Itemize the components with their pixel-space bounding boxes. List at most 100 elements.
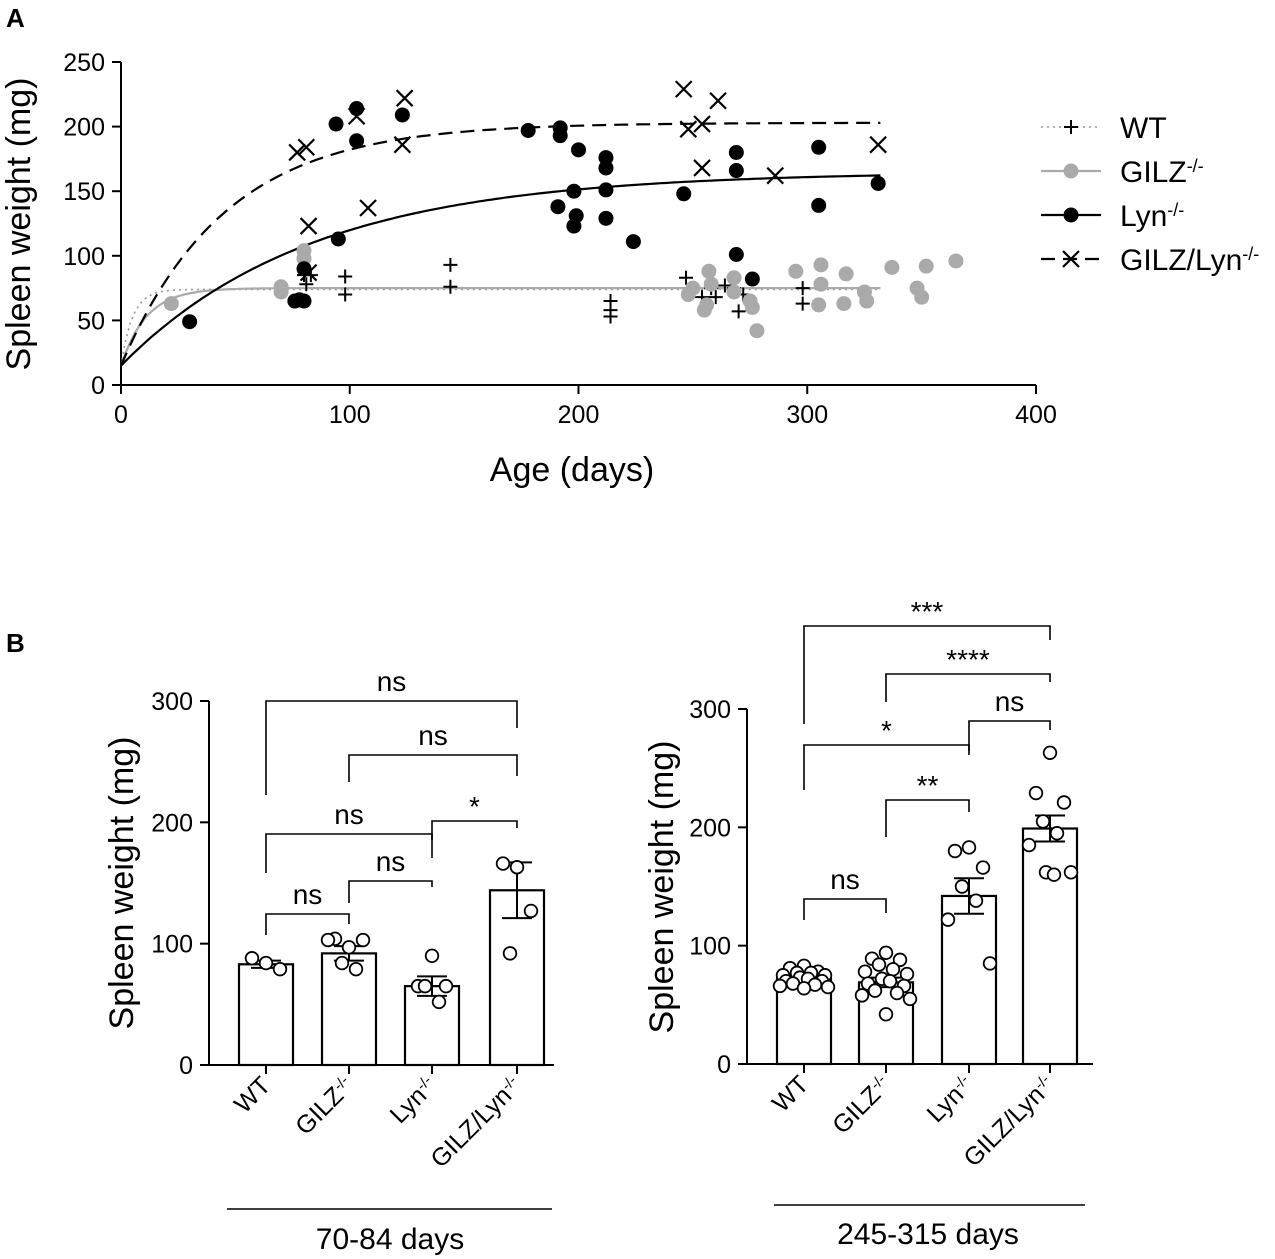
- point-wt: [731, 304, 746, 319]
- point-wt: [443, 279, 458, 294]
- point-wt: [603, 309, 618, 324]
- data-point-gilz-lyn: [1049, 826, 1065, 841]
- category-label-gilz: GILZ-/-: [827, 1070, 896, 1139]
- bar-y-tick-label: 200: [151, 809, 193, 837]
- point-gilz: [859, 293, 875, 309]
- point-gilz: [948, 253, 964, 269]
- panel-label-a: A: [6, 3, 25, 33]
- significance-stars: ***: [911, 596, 944, 627]
- legend-marker-wt: [1064, 120, 1078, 134]
- significance-bracket: [803, 744, 970, 790]
- point-gilz: [813, 276, 829, 292]
- point-lyn: [625, 234, 641, 250]
- bar-chart-245-315-days: Spleen weight (mg) 245-315 days 0 100 200 3…: [643, 596, 1093, 1251]
- category-label-wt: WT: [767, 1070, 814, 1117]
- point-gilz: [744, 299, 760, 315]
- significance-ns: ns: [334, 799, 364, 830]
- scatter-y-tick-label: 50: [77, 307, 105, 335]
- point-lyn: [598, 160, 614, 176]
- scatter-x-axis-title: Age (days): [490, 451, 654, 489]
- category-label-lyn: Lyn-/-: [385, 1071, 443, 1129]
- panel-label-b: B: [6, 628, 25, 658]
- legend-label-gilz: GILZ-/-: [1120, 156, 1204, 189]
- scatter-x-tick-label: 400: [1015, 401, 1057, 429]
- scatter-y-tick-label: 0: [91, 372, 105, 400]
- point-gilz-lyn: [395, 89, 414, 107]
- bar-y-tick-label: 300: [689, 696, 731, 724]
- point-wt: [299, 277, 314, 292]
- scatter-y-tick-label: 100: [63, 243, 105, 271]
- legend-marker-gilz-lyn: [1062, 250, 1080, 268]
- significance-ns: ns: [376, 846, 406, 877]
- fit-curve-wt: [120, 288, 881, 366]
- bar-wt: [237, 963, 295, 1067]
- legend-label-gilz-lyn: GILZ/Lyn-/-: [1120, 244, 1259, 277]
- data-point-gilz-lyn: [1056, 795, 1072, 810]
- point-gilz: [788, 263, 804, 279]
- data-point-gilz-lyn: [495, 856, 511, 871]
- scatter-x-tick-label: 100: [329, 401, 371, 429]
- point-wt: [708, 290, 723, 305]
- data-point-gilz: [341, 940, 357, 955]
- data-point-lyn: [947, 843, 963, 859]
- significance-bracket: [348, 880, 433, 903]
- point-lyn: [550, 199, 566, 215]
- point-gilz: [685, 280, 701, 296]
- bar-y-tick-label: 100: [689, 933, 731, 961]
- point-gilz-lyn: [299, 217, 318, 235]
- point-lyn: [349, 101, 365, 117]
- data-point-wt: [258, 955, 274, 971]
- point-lyn: [552, 128, 568, 144]
- point-gilz: [726, 270, 742, 286]
- data-point-lyn: [954, 879, 970, 894]
- data-point-gilz: [878, 945, 894, 960]
- bar-gilz-lyn: [1021, 827, 1079, 1066]
- point-lyn: [394, 107, 410, 123]
- point-lyn: [728, 144, 744, 160]
- point-lyn: [811, 197, 827, 213]
- point-gilz-lyn: [869, 135, 887, 154]
- data-point-gilz: [320, 932, 336, 948]
- significance-ns: ns: [830, 864, 860, 895]
- data-point-gilz-lyn: [509, 860, 525, 875]
- point-lyn: [566, 183, 582, 199]
- significance-bracket: [803, 625, 1051, 724]
- fit-curve-lyn: [120, 174, 881, 367]
- legend-marker-lyn: [1063, 207, 1079, 223]
- significance-ns: ns: [377, 666, 407, 697]
- significance-ns: ns: [995, 686, 1025, 717]
- point-lyn: [571, 142, 586, 158]
- point-lyn: [676, 186, 692, 202]
- data-point-wt: [244, 951, 260, 966]
- point-lyn: [598, 150, 614, 166]
- significance-bracket: [968, 720, 1051, 751]
- significance-bracket: [431, 820, 518, 858]
- fit-curve-gilz: [119, 287, 881, 366]
- point-lyn: [328, 116, 344, 132]
- category-label-gilz-lyn: GILZ/Lyn-/-: [425, 1071, 527, 1173]
- significance-stars: **: [917, 770, 939, 801]
- point-gilz-lyn: [693, 159, 711, 177]
- legend-label-lyn: Lyn-/-: [1120, 200, 1184, 233]
- data-point-gilz-lyn: [1063, 865, 1079, 880]
- point-gilz: [749, 323, 765, 339]
- data-point-gilz: [885, 962, 901, 977]
- point-lyn: [349, 133, 365, 149]
- point-gilz: [273, 284, 289, 300]
- data-point-lyn: [940, 912, 956, 927]
- point-gilz: [836, 296, 852, 312]
- legend-marker-gilz: [1063, 163, 1079, 179]
- point-gilz-lyn: [393, 135, 412, 154]
- significance-bracket: [803, 898, 887, 920]
- scatter-y-tick-label: 250: [63, 49, 105, 77]
- point-gilz: [701, 263, 717, 279]
- significance-bracket: [265, 913, 350, 935]
- point-gilz: [296, 250, 312, 266]
- data-point-gilz: [878, 1007, 894, 1022]
- bar-chart-70-84-days: Spleen weight (mg) 70-84 days 0 100 200 300…: [103, 666, 554, 1256]
- significance-stars: *: [469, 791, 480, 822]
- data-point-gilz: [867, 983, 883, 998]
- point-gilz: [163, 296, 179, 312]
- bar1-group-label: 70-84 days: [316, 1223, 464, 1256]
